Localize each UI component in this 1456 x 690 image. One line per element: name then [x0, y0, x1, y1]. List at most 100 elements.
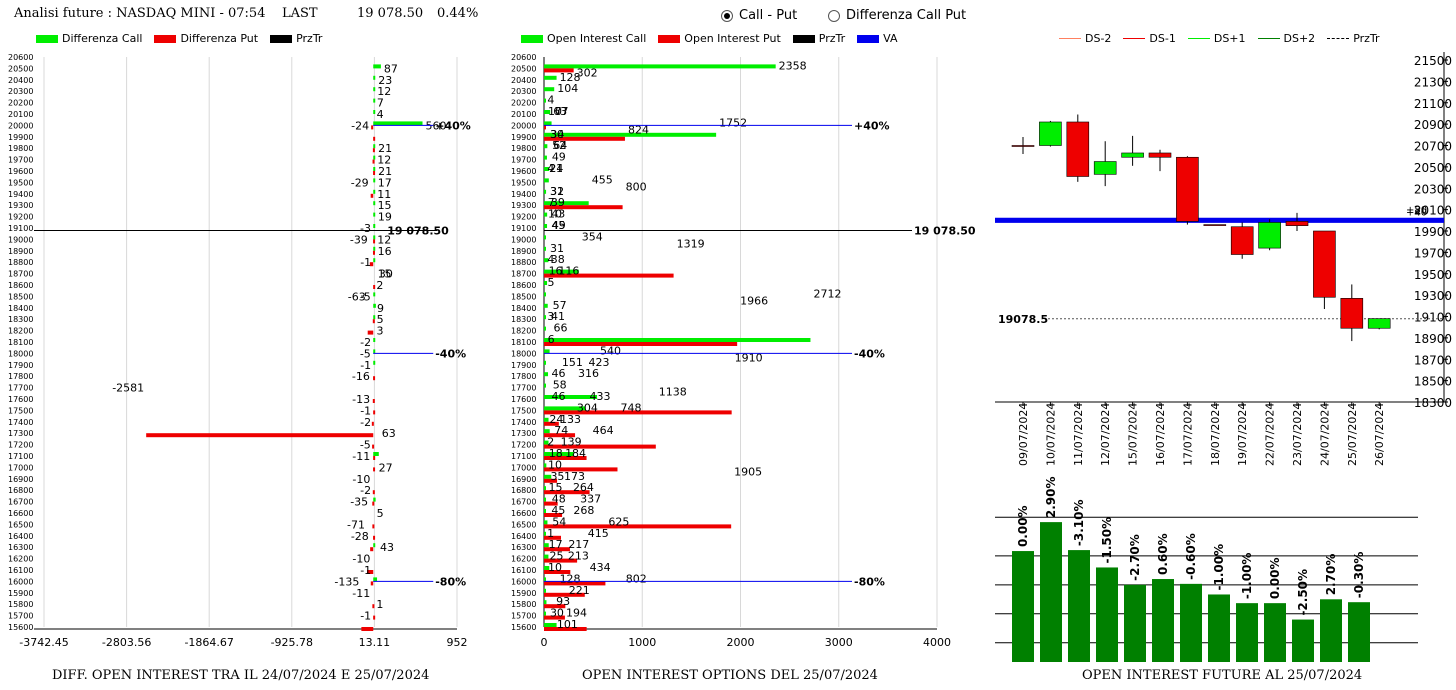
oi-call-label: 25: [549, 550, 563, 563]
oi-call-label: 35: [550, 470, 564, 483]
strike-tick-label: 20000: [8, 121, 33, 130]
oi-put-bar: [544, 490, 590, 495]
put-diff-bar: [373, 239, 376, 244]
oi-future-bar: [1208, 594, 1230, 662]
strike-tick-label: 15900: [511, 589, 536, 598]
put-diff-bar: [372, 444, 375, 449]
oi-call-bar: [544, 178, 549, 183]
diff-value-label: 15: [378, 268, 392, 281]
oi-future-bar: [1264, 603, 1286, 662]
oi-call-bar: [544, 201, 589, 206]
oi-future-label: -0.30%: [1352, 552, 1366, 599]
oi-call-label: 74: [554, 424, 568, 437]
oi-future-label: 0.00%: [1016, 505, 1030, 547]
strike-tick-label: 19600: [511, 167, 536, 176]
oi-call-label: 415: [588, 527, 609, 540]
oi-future-label: 0.00%: [1268, 558, 1282, 600]
oi-call-label: 31: [550, 185, 564, 198]
strike-tick-label: 17400: [8, 418, 33, 427]
strike-tick-label: 20500: [8, 64, 33, 73]
oi-call-label: 93: [556, 595, 570, 608]
diff-value-label: 16: [378, 245, 392, 258]
oi-call-bar: [544, 372, 549, 377]
strike-tick-label: 16500: [8, 520, 33, 529]
legend-label: PrzTr: [818, 32, 846, 45]
call-diff-bar: [373, 303, 376, 308]
put-diff-bar: [146, 433, 374, 438]
x-tick-label: 13.11: [359, 636, 391, 649]
call-diff-bar: [373, 315, 376, 320]
put-diff-bar: [373, 615, 376, 620]
oi-call-bar: [544, 474, 552, 479]
strike-tick-label: 17600: [8, 395, 33, 404]
caption-oi-options: OPEN INTEREST OPTIONS DEL 25/07/2024: [582, 668, 878, 683]
candle-body: [1367, 318, 1391, 329]
oi-call-bar: [544, 167, 550, 171]
va-label: -80%: [854, 575, 885, 588]
oi-call-label: 15: [548, 481, 562, 494]
oi-call-label: 354: [582, 230, 603, 243]
oi-call-label: 217: [568, 538, 589, 551]
oi-put-bar: [544, 273, 674, 278]
legend-label: DS+2: [1283, 32, 1316, 45]
call-diff-bar: [373, 292, 376, 297]
oi-call-label: 34: [550, 128, 564, 141]
strike-tick-label: 20100: [8, 110, 33, 119]
oi-call-bar: [544, 349, 550, 354]
y-tick-label: 20500: [1414, 161, 1452, 175]
strike-tick-label: 16900: [8, 475, 33, 484]
diff-value-label: 560: [426, 119, 447, 132]
oi-put-bar: [544, 501, 558, 506]
oi-call-label: 221: [569, 584, 590, 597]
y-tick-label: 20300: [1414, 182, 1452, 196]
oi-call-label: 4: [547, 94, 554, 107]
oi-call-label: 2358: [779, 59, 807, 72]
strike-tick-label: 15600: [511, 623, 536, 632]
candle-body: [1340, 298, 1364, 329]
oi-call-bar: [544, 338, 811, 342]
strike-tick-label: 16400: [8, 532, 33, 541]
legend-swatch-put: [154, 34, 177, 43]
legend-swatch-put: [658, 34, 681, 43]
strike-tick-label: 16300: [511, 543, 536, 552]
oi-call-bar: [544, 588, 546, 593]
call-diff-bar: [373, 543, 376, 548]
oi-call-label: 128: [560, 572, 581, 585]
strike-tick-label: 19900: [511, 133, 536, 142]
diff-value-label: 17: [378, 176, 392, 189]
call-diff-bar: [373, 235, 376, 240]
strike-tick-label: 18600: [8, 281, 33, 290]
strike-tick-label: 19300: [8, 201, 33, 210]
oi-put-bar: [544, 456, 587, 460]
date-tick-label: 26/07/2024: [1373, 403, 1386, 466]
radio-call-put[interactable]: Call - Put: [721, 8, 797, 23]
strike-tick-label: 18600: [511, 281, 536, 290]
oi-call-bar: [544, 224, 548, 228]
change-percent: 0.44%: [437, 6, 479, 21]
legend-label: Open Interest Call: [547, 32, 647, 45]
strike-tick-label: 16600: [8, 509, 33, 518]
diff-value-label: -1: [360, 564, 371, 577]
date-tick-label: 23/07/2024: [1291, 403, 1304, 466]
y-tick-label: 18700: [1414, 353, 1452, 367]
legend-line-ds-1: [1123, 38, 1146, 39]
y-tick-label: 18300: [1414, 396, 1452, 410]
oi-call-label: 625: [608, 515, 629, 528]
strike-tick-label: 18100: [8, 338, 33, 347]
oi-future-label: 2.90%: [1044, 476, 1058, 518]
oi-call-label: 39: [551, 196, 565, 209]
oi-future-label: -1.00%: [1212, 544, 1226, 591]
strike-tick-label: 16800: [511, 486, 536, 495]
oi-future-label: 0.60%: [1156, 533, 1170, 575]
oi-call-label: 213: [568, 550, 589, 563]
put-diff-bar: [373, 410, 376, 415]
strike-tick-label: 19000: [8, 235, 33, 244]
legend-swatch-prztr: [270, 34, 293, 43]
y-tick-label: 21300: [1414, 75, 1452, 89]
diff-value-label: -39: [350, 233, 368, 246]
strike-tick-label: 16500: [511, 520, 536, 529]
strike-tick-label: 20300: [8, 87, 33, 96]
strike-tick-label: 16700: [511, 498, 536, 507]
radio-differenza[interactable]: Differenza Call Put: [828, 8, 966, 23]
strike-tick-label: 18100: [511, 338, 536, 347]
